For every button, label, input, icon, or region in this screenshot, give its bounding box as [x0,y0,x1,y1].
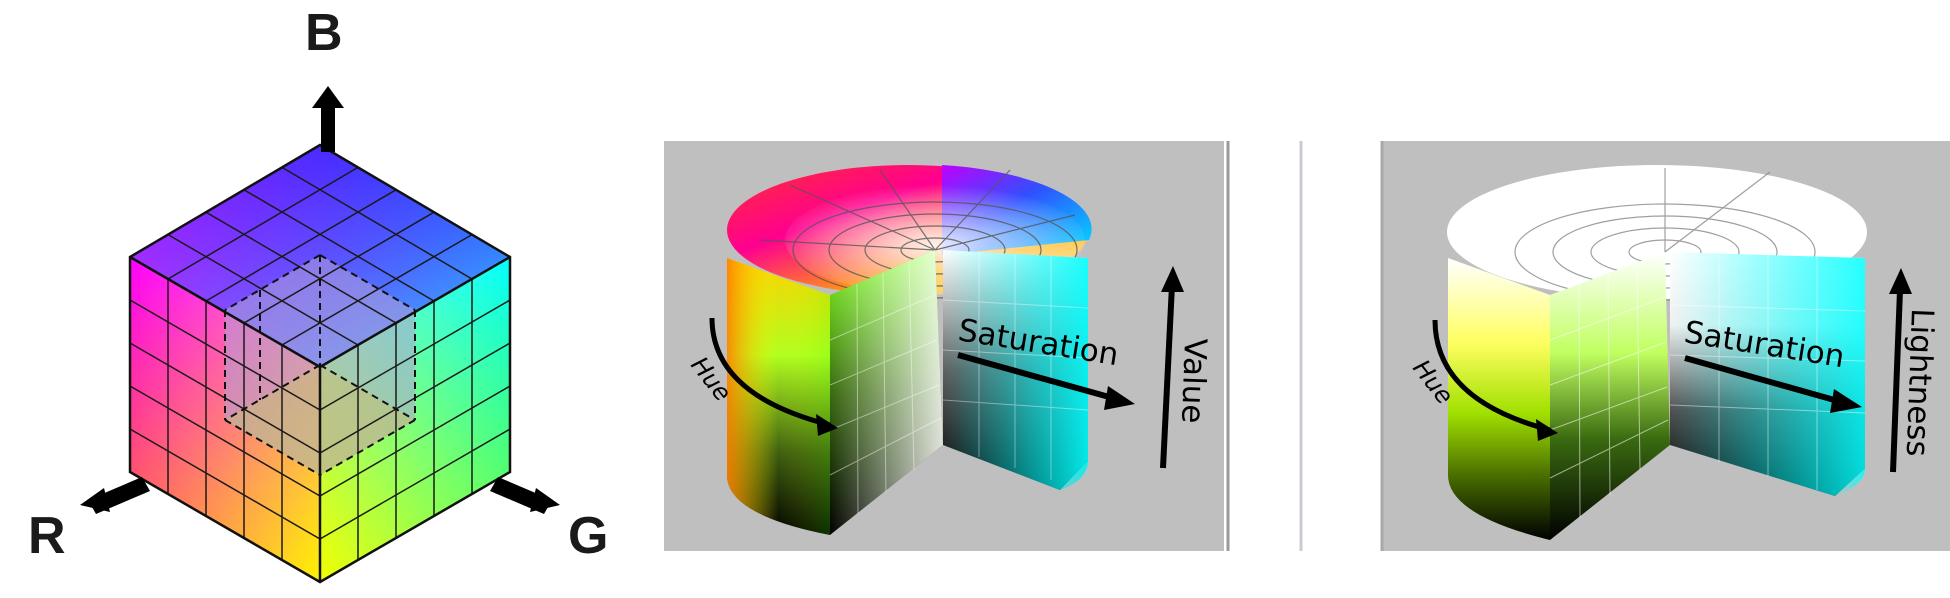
hsl-hue-arrow [1432,319,1551,433]
rgb-cube: B R G [28,4,608,584]
hsv-saturation-arrow [957,352,1121,403]
hsl-cylinder-panel: Hue Saturation Lightness [1380,141,1950,551]
axis-arrow-b [312,86,344,152]
hsl-lightness-arrow [1890,289,1903,473]
cube-grid-line [129,428,321,540]
hsv-hue-arrow [709,317,831,428]
cube-grid-line [167,166,359,280]
cube-grid-line [319,428,511,540]
cube-grid-line [281,166,473,280]
cube-grid-line [243,189,435,302]
axis-arrow-g [490,477,560,514]
cube-grid-line [243,211,435,324]
axis-label-g: G [568,507,608,565]
hsv-value-arrow [1160,284,1175,469]
hsl-cylinder-side [1448,258,1550,540]
hsl-saturation-arrow [1684,355,1846,406]
cube-grid-line [319,385,511,497]
hsl-lightness-label: Lightness [1899,308,1940,458]
cube-grid-line [205,189,397,302]
cube-grid-line [281,233,473,346]
cube-grid-line [205,211,397,324]
axis-label-r: R [28,507,66,565]
cube-grid-line [319,299,511,411]
hsv-cylinder-panel: Hue Saturation Value [664,141,1230,551]
cube-grid-line [129,385,321,497]
axis-label-b: B [305,4,343,62]
cube-grid-line [129,299,321,411]
axis-arrow-r [80,477,150,514]
cube-grid-line [167,233,359,346]
hsv-value-label: Value [1174,338,1213,424]
